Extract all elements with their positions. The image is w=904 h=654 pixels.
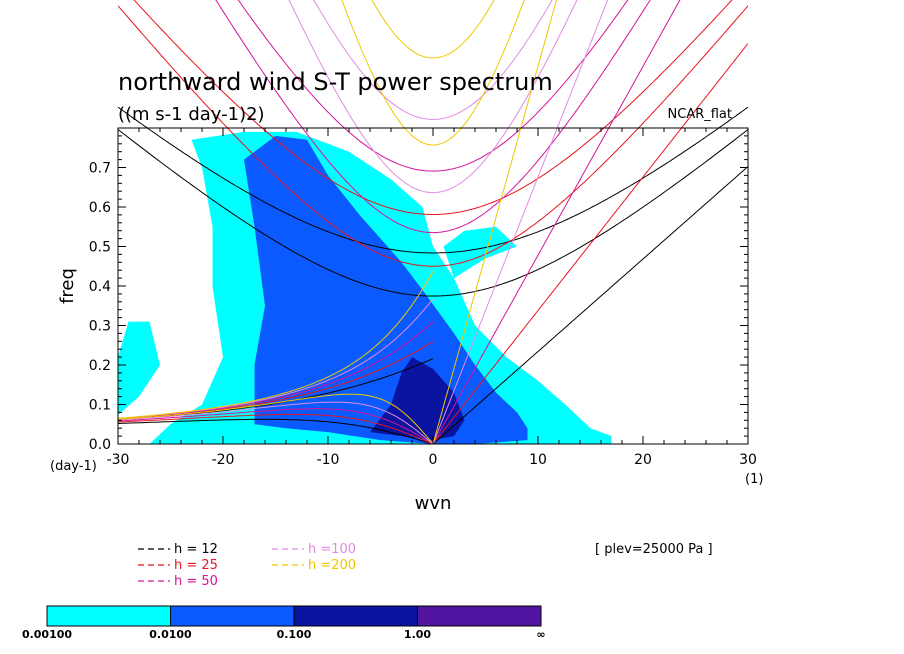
curve-ig-n1-h25	[118, 5, 748, 267]
y-unit-label: (day-1)	[50, 459, 97, 474]
colorbar-box	[46, 605, 171, 627]
colorbar-box	[170, 605, 295, 627]
y-tick-label: 0.3	[89, 319, 111, 335]
colorbar-label: 0.0100	[149, 628, 192, 641]
y-tick-label: 0.6	[89, 200, 111, 216]
y-axis-label: freq	[57, 268, 78, 304]
curve-rossby-n1-h25	[118, 413, 434, 444]
plev-annotation: [ plev=25000 Pa ]	[595, 542, 713, 557]
y-tick-label: 0.4	[89, 279, 111, 295]
curve-kelvin-h200	[432, 0, 558, 444]
y-tick-label: 0.1	[89, 398, 111, 414]
x-tick-label: -10	[317, 452, 340, 468]
colorbar-box	[293, 605, 418, 627]
curve-kelvin-h12	[432, 166, 748, 444]
x-axis-label: wvn	[415, 493, 452, 514]
legend-label: h = 25	[174, 558, 218, 573]
dispersion-curves	[118, 0, 748, 444]
y-tick-label: 0.0	[89, 437, 111, 453]
power-region-2	[118, 321, 160, 416]
x-tick-label: -30	[107, 452, 130, 468]
curve-ig-n2-h12	[118, 106, 748, 254]
curve-ig-n1-h12	[118, 129, 748, 297]
y-tick-label: 0.7	[89, 161, 111, 177]
legend-label: h =100	[308, 542, 356, 557]
x-tick-label: 30	[739, 452, 757, 468]
colorbar-label: 0.100	[277, 628, 312, 641]
colorbar-box	[417, 605, 542, 627]
x-tick-label: 10	[529, 452, 547, 468]
legend-label: h = 12	[174, 542, 218, 557]
chart-title: northward wind S-T power spectrum	[118, 68, 553, 96]
curve-kelvin-h25	[432, 43, 748, 444]
corner-label: NCAR_flat	[668, 107, 732, 122]
curve-kelvin-h50	[432, 0, 681, 444]
colorbar-label: 0.00100	[22, 628, 72, 641]
colorbar-label: 1.00	[404, 628, 431, 641]
curve-rossby-n1-h12	[118, 418, 434, 444]
curve-rossby-n1-h50	[118, 408, 434, 444]
x-tick-label: 20	[634, 452, 652, 468]
power-region-5	[370, 357, 465, 441]
power-region-3	[443, 226, 517, 279]
curve-kelvin-h100	[432, 0, 609, 444]
x-tick-label: 0	[429, 452, 438, 468]
curve-rossby-n1-h100	[118, 401, 434, 444]
curve-ig-n1-h50	[215, 0, 651, 234]
curve-mrg-h200	[118, 271, 434, 419]
chart-subtitle: ((m s-1 day-1)2)	[118, 104, 265, 125]
curve-ig-n2-h100	[313, 0, 553, 120]
curve-ig-n1-h200	[341, 0, 525, 146]
legend-label: h = 50	[174, 574, 218, 589]
x-tick-label: -20	[212, 452, 235, 468]
colorbar-label: ∞	[536, 628, 545, 641]
curve-ig-n2-h50	[237, 0, 629, 172]
axis-ticks: -30 -20 -10 0 10 20 30 0.0 0.1 0.2 0.3 0.4 0.5 0.6 0.7	[89, 128, 757, 468]
curve-rossby-n1-h200	[118, 393, 434, 444]
curve-ig-n2-h200	[371, 0, 495, 59]
y-tick-label: 0.2	[89, 358, 111, 374]
legend-label: h =200	[308, 558, 356, 573]
x-unit-label: (1)	[745, 472, 763, 487]
colorbar: 0.00100 0.0100 0.100 1.00 ∞	[22, 605, 546, 641]
curve-ig-n2-h25	[133, 0, 733, 215]
y-tick-label: 0.5	[89, 240, 111, 256]
curve-ig-n1-h100	[288, 0, 578, 194]
